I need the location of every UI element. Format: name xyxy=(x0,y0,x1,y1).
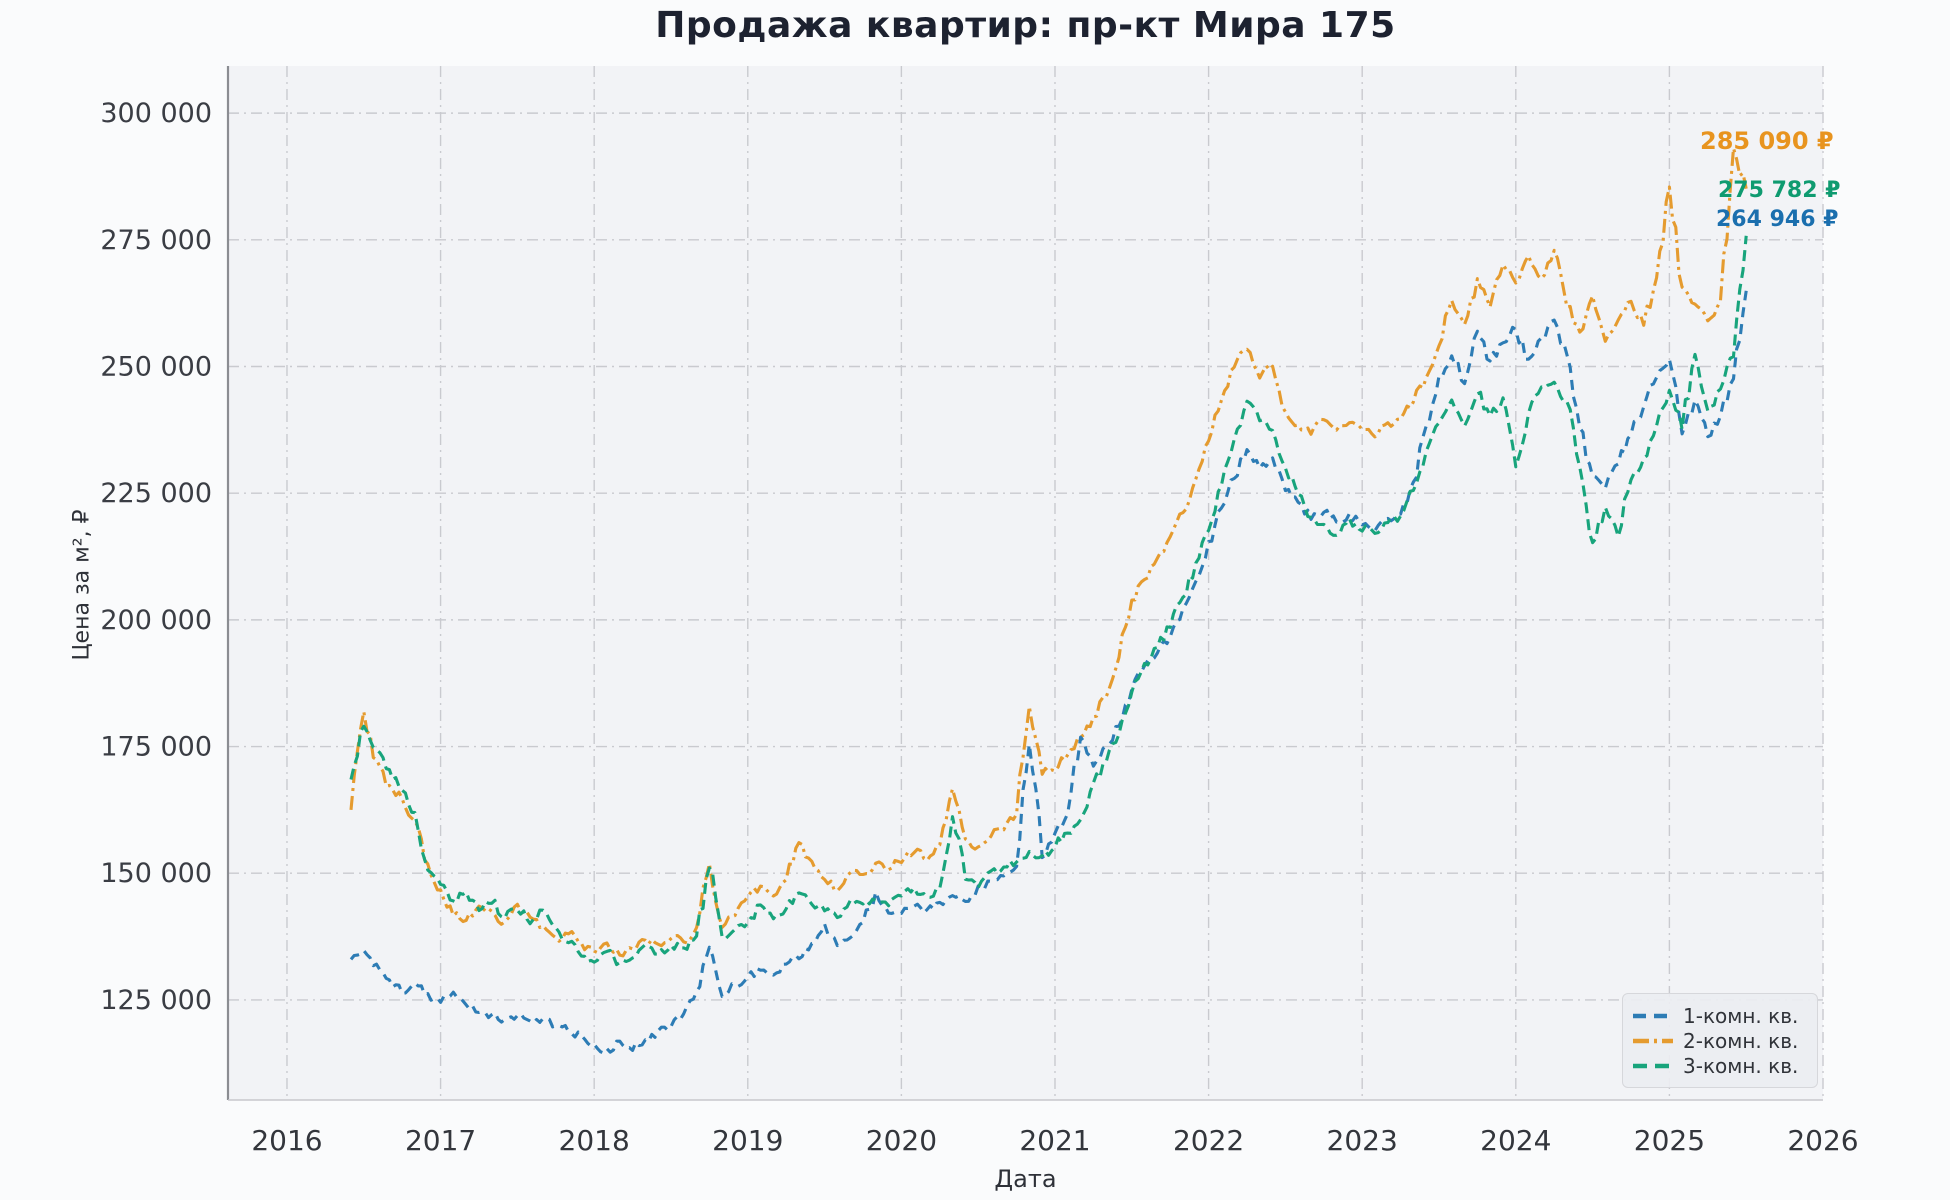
x-tick-label: 2020 xyxy=(866,1124,937,1157)
y-tick-label: 250 000 xyxy=(100,351,212,382)
annotation-last-price-2room: 285 090 ₽ xyxy=(1700,127,1834,155)
y-tick-label: 150 000 xyxy=(100,858,212,889)
x-tick-label: 2024 xyxy=(1480,1124,1551,1157)
x-tick-label: 2026 xyxy=(1787,1124,1858,1157)
legend-item-3room: 3-комн. кв. xyxy=(1633,1054,1807,1079)
x-tick-label: 2021 xyxy=(1019,1124,1090,1157)
annotation-last-price-3room: 275 782 ₽ xyxy=(1718,178,1841,203)
series-line-1room xyxy=(349,290,1748,1055)
legend-item-1room: 1-комн. кв. xyxy=(1633,1003,1807,1028)
x-tick-label: 2025 xyxy=(1634,1124,1705,1157)
y-tick-label: 175 000 xyxy=(100,732,212,763)
y-axis-label: Цена за м², ₽ xyxy=(69,509,95,661)
legend-line-sample-2room xyxy=(1633,1038,1673,1044)
legend-label-3room: 3-комн. кв. xyxy=(1683,1054,1799,1079)
legend-line-sample-3room xyxy=(1633,1064,1673,1069)
legend-line-sample-1room xyxy=(1633,1013,1673,1018)
y-tick-label: 125 000 xyxy=(100,985,212,1016)
chart-legend: 1-комн. кв. 2-комн. кв. 3-комн. кв. xyxy=(1622,993,1818,1088)
x-tick-label: 2018 xyxy=(559,1124,630,1157)
y-tick-label: 225 000 xyxy=(100,478,212,509)
legend-item-2room: 2-комн. кв. xyxy=(1633,1028,1807,1053)
plot-area xyxy=(228,66,1823,1100)
x-tick-label: 2017 xyxy=(405,1124,476,1157)
x-tick-label: 2022 xyxy=(1173,1124,1244,1157)
y-tick-label: 300 000 xyxy=(100,98,212,129)
x-axis-label: Дата xyxy=(994,1165,1057,1193)
y-tick-label: 200 000 xyxy=(100,605,212,636)
x-tick-label: 2023 xyxy=(1327,1124,1398,1157)
legend-label-2room: 2-комн. кв. xyxy=(1683,1028,1799,1053)
annotation-last-price-1room: 264 946 ₽ xyxy=(1716,207,1839,232)
x-tick-label: 2016 xyxy=(251,1124,322,1157)
series-line-2room xyxy=(349,146,1748,958)
y-tick-label: 275 000 xyxy=(100,225,212,256)
chart-title: Продажа квартир: пр-кт Мира 175 xyxy=(655,5,1396,46)
legend-label-1room: 1-комн. кв. xyxy=(1683,1003,1799,1028)
x-tick-label: 2019 xyxy=(712,1124,783,1157)
series-line-3room xyxy=(349,235,1748,967)
